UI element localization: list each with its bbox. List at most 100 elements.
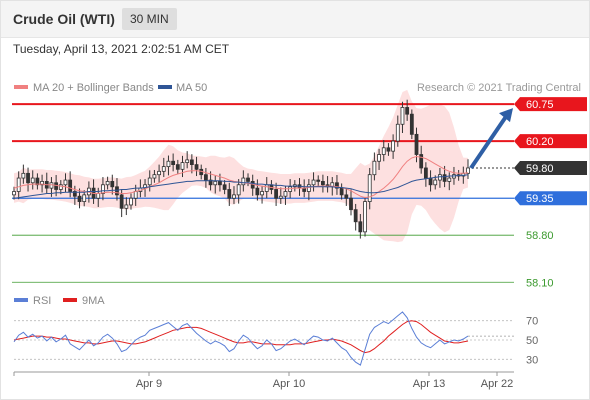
candle-body <box>409 113 414 135</box>
ma9-legend-swatch <box>63 298 77 302</box>
price-panel: 60.75 60.20 59.80 59.35 58.80 58.10 <box>12 89 587 289</box>
candle-body <box>447 177 452 182</box>
candle-body <box>311 179 316 186</box>
candle-body <box>213 181 218 186</box>
candle-body <box>377 154 381 162</box>
level-label-60.75: 60.75 <box>526 99 554 111</box>
candle-body <box>344 194 349 199</box>
candle-body <box>236 184 241 196</box>
candle-body <box>363 201 367 233</box>
x-tick-label: Apr 22 <box>481 378 513 390</box>
x-tick-label: Apr 13 <box>413 378 445 390</box>
candle-body <box>264 184 269 192</box>
candle-body <box>218 181 222 186</box>
candle-body <box>339 187 344 196</box>
candle-body <box>105 181 110 186</box>
candle-body <box>171 160 176 166</box>
candle-body <box>423 167 428 179</box>
level-label-58.10: 58.10 <box>526 277 554 289</box>
candle-body <box>185 159 190 163</box>
candle-body <box>395 123 400 142</box>
level-label-58.80: 58.80 <box>526 230 554 242</box>
candle-body <box>260 191 264 196</box>
rsi-legend-label: RSI <box>33 295 51 307</box>
candle-body <box>82 194 87 202</box>
level-tag-60.75 <box>514 97 587 112</box>
candle-body <box>227 189 232 199</box>
candle-body <box>115 186 119 196</box>
candle-body <box>110 181 115 188</box>
rsi-line <box>13 311 469 366</box>
candle-body <box>203 174 208 181</box>
candle-body <box>129 197 133 206</box>
candle-body <box>349 197 353 211</box>
candle-body <box>316 179 321 182</box>
candle-body <box>16 177 21 192</box>
candle-body <box>386 147 391 152</box>
timeframe-button[interactable]: 30 MIN <box>122 8 177 30</box>
candle-body <box>58 184 63 190</box>
candle-body <box>419 154 424 169</box>
level-label-59.80: 59.80 <box>526 163 554 175</box>
level-tag-59.80 <box>514 160 587 175</box>
ma50-legend-label: MA 50 <box>176 82 207 94</box>
candle-body <box>180 162 185 170</box>
header-bar: Crude Oil (WTI) 30 MIN <box>1 1 589 38</box>
ma9-line <box>13 320 469 354</box>
candle-body <box>101 184 105 194</box>
candle-body <box>12 191 16 196</box>
candle-body <box>442 174 447 182</box>
candle-body <box>400 107 405 125</box>
level-label-59.35: 59.35 <box>526 193 554 205</box>
candle-body <box>147 177 152 186</box>
rsi-tick-30: 30 <box>526 354 538 366</box>
level-tag-60.20 <box>514 134 587 149</box>
candle-body <box>35 177 40 186</box>
candle-body <box>274 189 279 199</box>
candle-body <box>143 184 147 189</box>
candle-body <box>255 187 260 196</box>
x-tick-label: Apr 9 <box>136 378 162 390</box>
candle-body <box>241 177 246 186</box>
candle-body <box>175 164 180 170</box>
candle-body <box>208 179 213 186</box>
instrument-title: Crude Oil (WTI) <box>13 11 115 27</box>
x-axis: Apr 9 Apr 10 Apr 13 Apr 22 <box>13 371 514 390</box>
candle-body <box>405 107 410 115</box>
forecast-arrow-head <box>499 108 513 123</box>
candle-body <box>68 179 73 192</box>
candle-body <box>367 174 372 202</box>
candle-body <box>124 204 129 209</box>
candle-body <box>161 166 166 172</box>
candle-body <box>77 195 82 202</box>
candle-body <box>63 179 68 186</box>
candle-body <box>119 194 124 209</box>
candle-body <box>321 181 325 186</box>
candle-body <box>438 174 442 181</box>
candle-body <box>428 177 433 186</box>
candle-body <box>372 160 377 176</box>
forecast-arrow-shaft <box>469 113 509 170</box>
rsi-panel: 70 50 30 <box>13 311 538 366</box>
candle-body <box>152 174 157 179</box>
ma9-legend-label: 9MA <box>82 295 105 307</box>
candle-body <box>246 177 250 182</box>
candle-body <box>30 177 35 184</box>
candle-body <box>358 221 363 233</box>
candle-body <box>54 182 59 190</box>
level-tag-59.35 <box>514 191 587 206</box>
candle-body <box>72 191 77 197</box>
candle-body <box>232 194 236 199</box>
candle-body <box>133 191 138 199</box>
candle-body <box>96 193 101 199</box>
candle-body <box>391 140 396 152</box>
ma50-line <box>13 174 469 199</box>
candle-body <box>157 170 161 176</box>
rsi-tick-50: 50 <box>526 335 538 347</box>
candle-body <box>189 159 194 166</box>
rsi-legend-swatch <box>14 298 28 302</box>
candle-body <box>49 182 54 189</box>
candle-body <box>40 181 44 186</box>
